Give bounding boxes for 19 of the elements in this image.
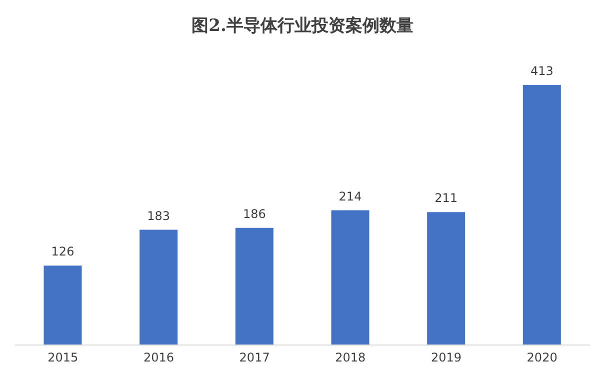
x-tick-label: 2016	[143, 350, 174, 365]
x-tick-label: 2019	[430, 350, 462, 365]
x-tick-label: 2017	[239, 350, 270, 365]
bar	[331, 210, 370, 345]
data-label: 413	[530, 64, 554, 78]
x-tick-label: 2018	[335, 350, 366, 365]
bar	[522, 85, 561, 345]
data-label: 186	[242, 206, 266, 221]
chart-title: 图2.半导体行业投资案例数量	[190, 15, 414, 37]
data-label: 126	[51, 244, 74, 259]
data-label: 214	[338, 189, 362, 204]
bar	[44, 266, 82, 345]
bar	[427, 212, 466, 345]
data-label: 211	[434, 191, 458, 206]
bar	[235, 228, 274, 345]
data-label: 183	[147, 208, 170, 223]
x-tick-label: 2020	[526, 350, 558, 365]
bar	[140, 230, 178, 345]
x-tick-label: 2015	[48, 350, 78, 365]
